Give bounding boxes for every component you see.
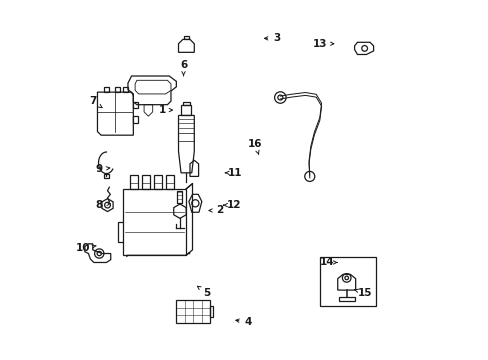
Bar <box>210 306 213 317</box>
Text: 12: 12 <box>223 200 241 210</box>
Text: 13: 13 <box>312 39 333 49</box>
Bar <box>103 174 109 178</box>
Text: 3: 3 <box>264 33 280 43</box>
Text: 2: 2 <box>208 206 223 216</box>
Text: 4: 4 <box>235 317 251 327</box>
Text: 15: 15 <box>354 288 371 298</box>
Text: 8: 8 <box>96 200 110 210</box>
Bar <box>133 116 137 123</box>
Bar <box>177 191 182 203</box>
Text: 1: 1 <box>158 105 172 115</box>
Text: 5: 5 <box>197 286 210 298</box>
Text: 10: 10 <box>76 243 96 253</box>
Text: 16: 16 <box>247 139 262 154</box>
Bar <box>176 301 210 323</box>
Bar <box>133 102 137 108</box>
Text: 7: 7 <box>89 96 102 108</box>
Bar <box>183 36 189 40</box>
Text: 11: 11 <box>225 168 242 178</box>
Text: 6: 6 <box>180 60 187 76</box>
Bar <box>104 87 109 92</box>
Text: 9: 9 <box>96 164 109 174</box>
Bar <box>122 87 127 92</box>
Bar <box>319 257 376 306</box>
Bar <box>115 87 120 92</box>
Text: 14: 14 <box>319 257 337 267</box>
